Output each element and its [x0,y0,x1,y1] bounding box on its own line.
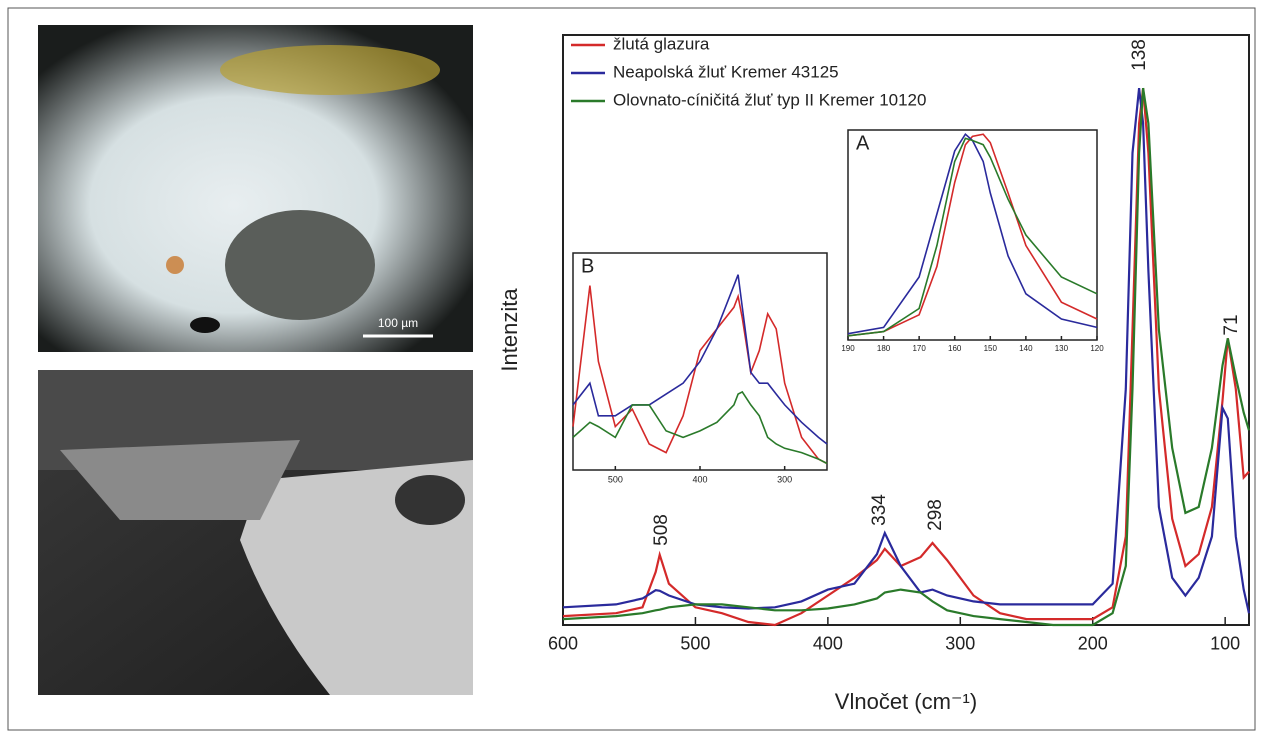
x-tick-label: 200 [1078,634,1108,654]
peak-label: 298 [925,499,946,531]
peak-label: 71 [1221,314,1242,335]
y-axis-label: Intenzita [497,288,522,372]
peak-label: 334 [869,494,890,526]
peak-label: 138 [1129,39,1150,71]
x-tick-label: 400 [813,634,843,654]
x-tick-label: 140 [1019,344,1033,353]
plot-frame [848,130,1097,340]
x-tick-label: 600 [548,634,578,654]
legend-label: žlutá glazura [613,34,710,53]
x-tick-label: 160 [948,344,962,353]
x-tick-label: 400 [692,474,707,484]
x-tick-label: 500 [680,634,710,654]
x-axis-label: Vlnočet (cm⁻¹) [835,689,977,714]
scale-bar-label: 100 µm [378,316,418,330]
optical-photo: 100 µm [38,25,473,352]
x-tick-label: 300 [777,474,792,484]
x-tick-label: 100 [1210,634,1240,654]
x-tick-label: 170 [912,344,926,353]
x-tick-label: 500 [608,474,623,484]
x-tick-label: 190 [841,344,855,353]
figure: 100 µm 600 500 400 300 200 100 Vlnočet (cm⁻¹) I… [0,0,1263,738]
x-tick-label: 130 [1055,344,1069,353]
legend-label: Olovnato-cíničitá žluť typ II Kremer 101… [613,90,926,109]
x-tick-label: 300 [945,634,975,654]
peak-label: 508 [651,514,672,546]
x-tick-label: 120 [1090,344,1104,353]
x-tick-label: 180 [877,344,891,353]
legend-label: Neapolská žluť Kremer 43125 [613,62,839,81]
x-tick-label: 150 [984,344,998,353]
inset-label: A [856,132,870,154]
inset-label: B [581,255,594,277]
sem-photo [38,370,473,695]
